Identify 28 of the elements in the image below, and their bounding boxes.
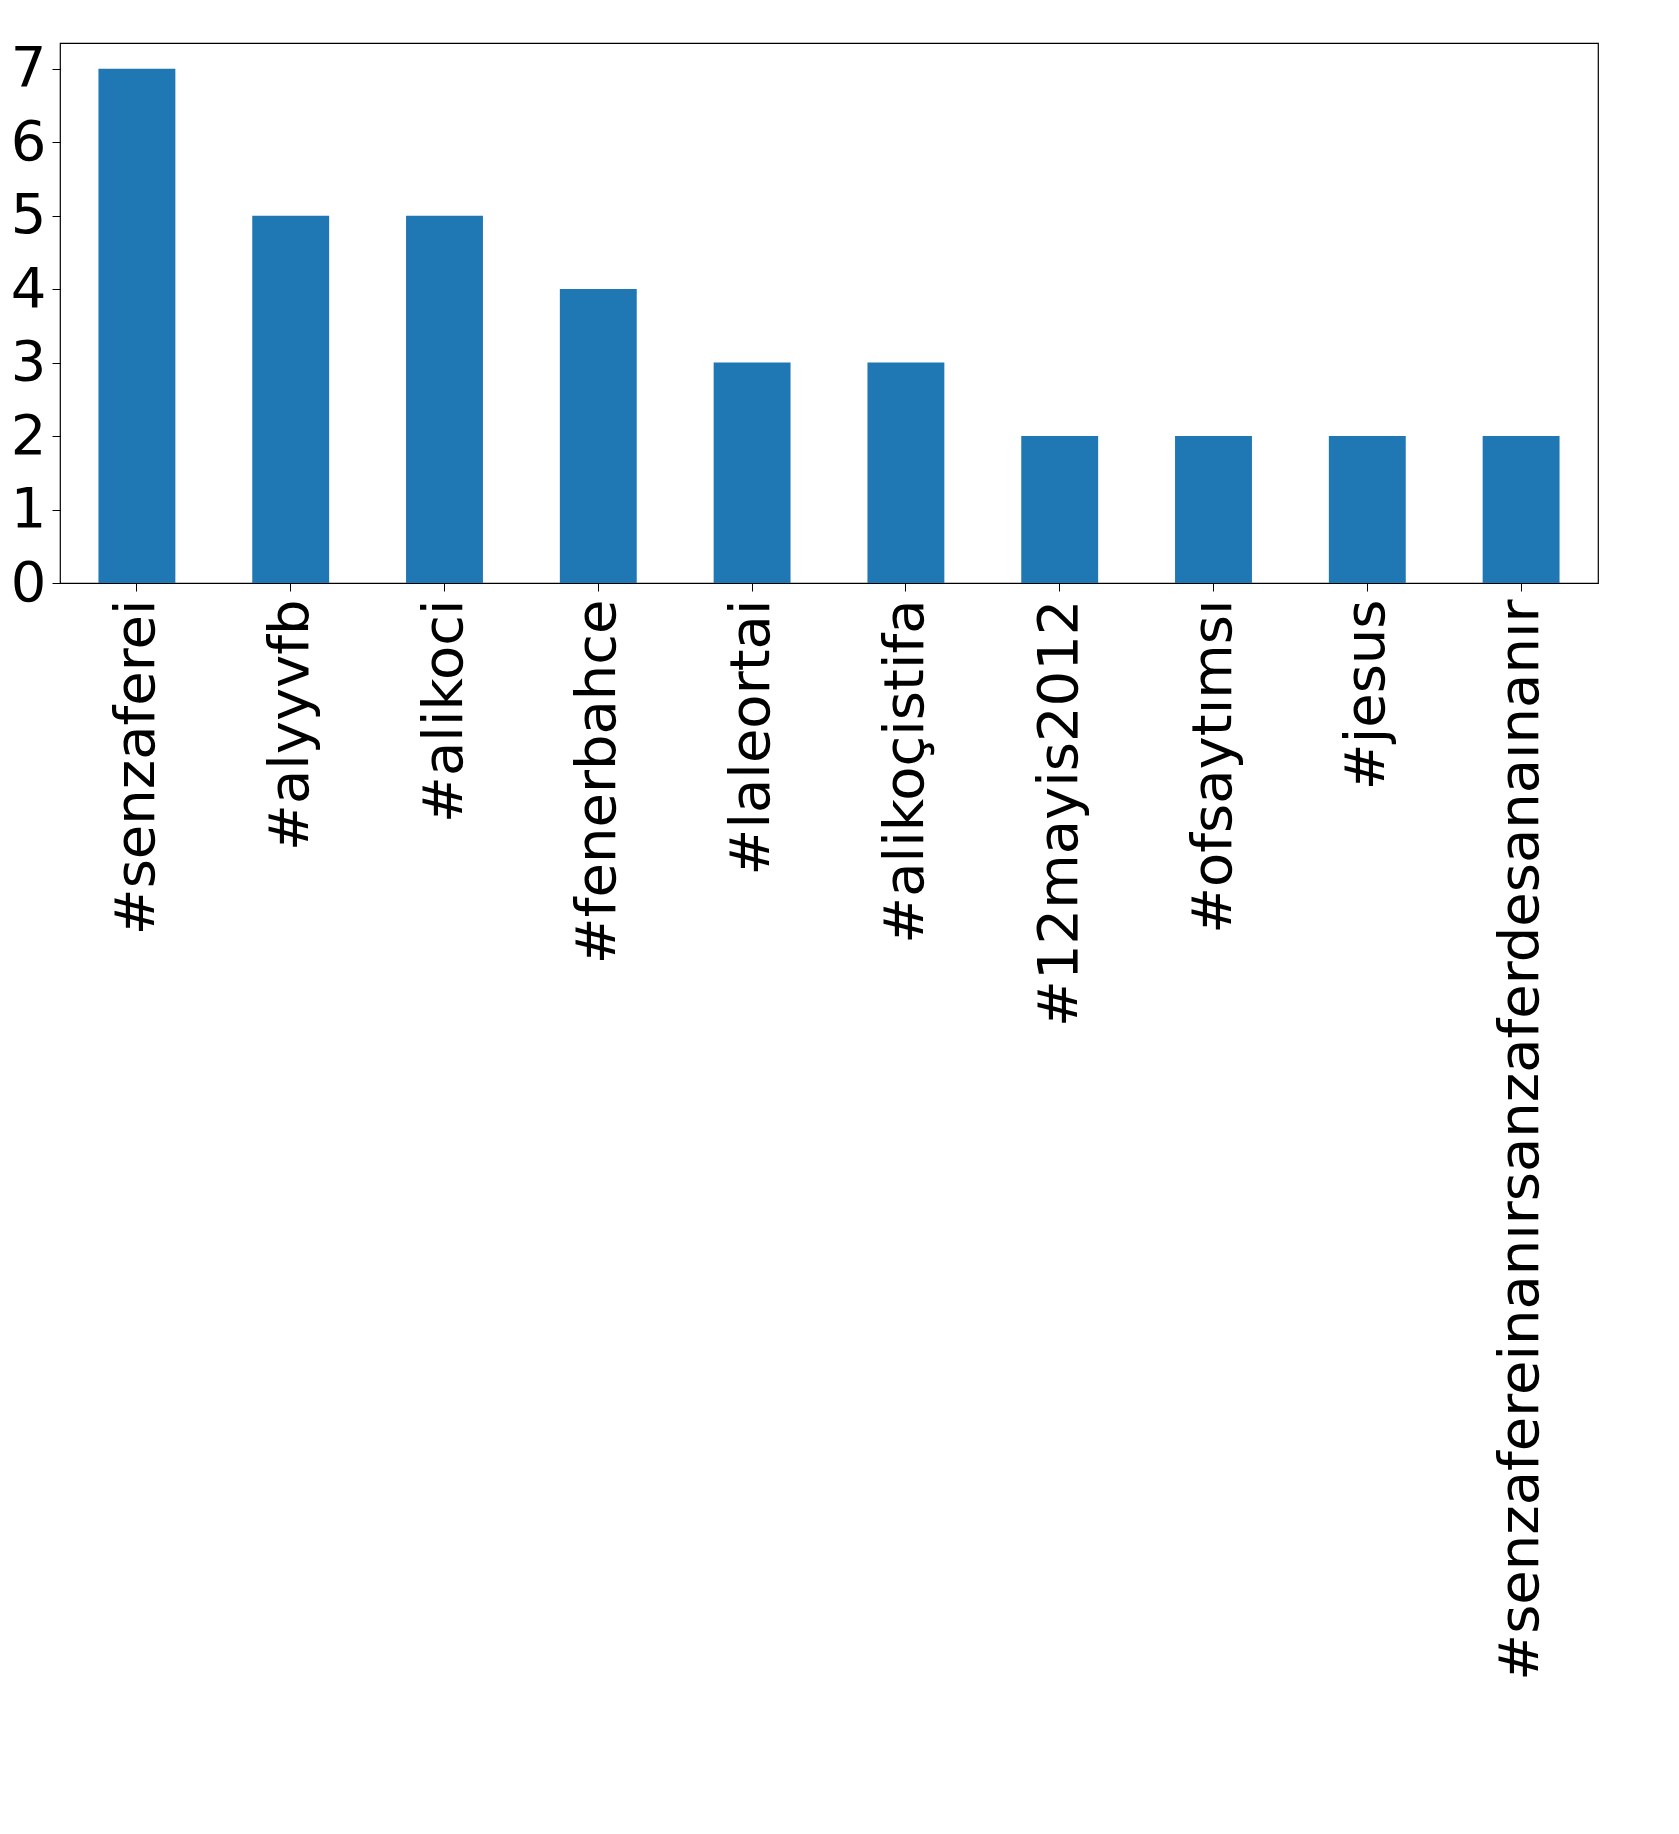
y-tick-label: 2 bbox=[10, 401, 47, 467]
bar bbox=[1175, 436, 1252, 583]
bar bbox=[1328, 436, 1406, 583]
x-tick-label: #senzafereinanırsanzaferdesanaınanır bbox=[1486, 598, 1552, 1681]
bar bbox=[1021, 436, 1099, 583]
x-tick-label: #alikoçistifa bbox=[870, 599, 936, 944]
bar bbox=[1482, 436, 1560, 583]
y-tick-label: 7 bbox=[10, 34, 47, 100]
x-tick-label: #alikoci bbox=[409, 599, 475, 823]
y-tick-label: 6 bbox=[10, 107, 47, 173]
y-tick-label: 4 bbox=[10, 254, 47, 320]
y-tick-label: 3 bbox=[10, 328, 47, 394]
x-tick-label: #12mayis2012 bbox=[1024, 599, 1090, 1027]
y-tick-label: 0 bbox=[10, 548, 47, 614]
bar bbox=[98, 68, 176, 583]
x-tick-label: #alyyvfb bbox=[255, 599, 321, 851]
x-tick-label: #senzaferei bbox=[101, 599, 167, 936]
bar bbox=[713, 362, 791, 583]
x-tick-label: #laleortai bbox=[717, 599, 783, 876]
y-tick-label: 5 bbox=[10, 181, 47, 247]
bar bbox=[559, 289, 637, 583]
bar bbox=[867, 362, 945, 583]
y-tick-label: 1 bbox=[10, 475, 47, 541]
x-tick-label: #ofsaytımsı bbox=[1178, 599, 1244, 934]
bar bbox=[406, 215, 483, 583]
x-tick-label: #fenerbahce bbox=[563, 599, 629, 965]
bar bbox=[252, 215, 330, 583]
x-tick-label: #jesus bbox=[1332, 599, 1398, 791]
